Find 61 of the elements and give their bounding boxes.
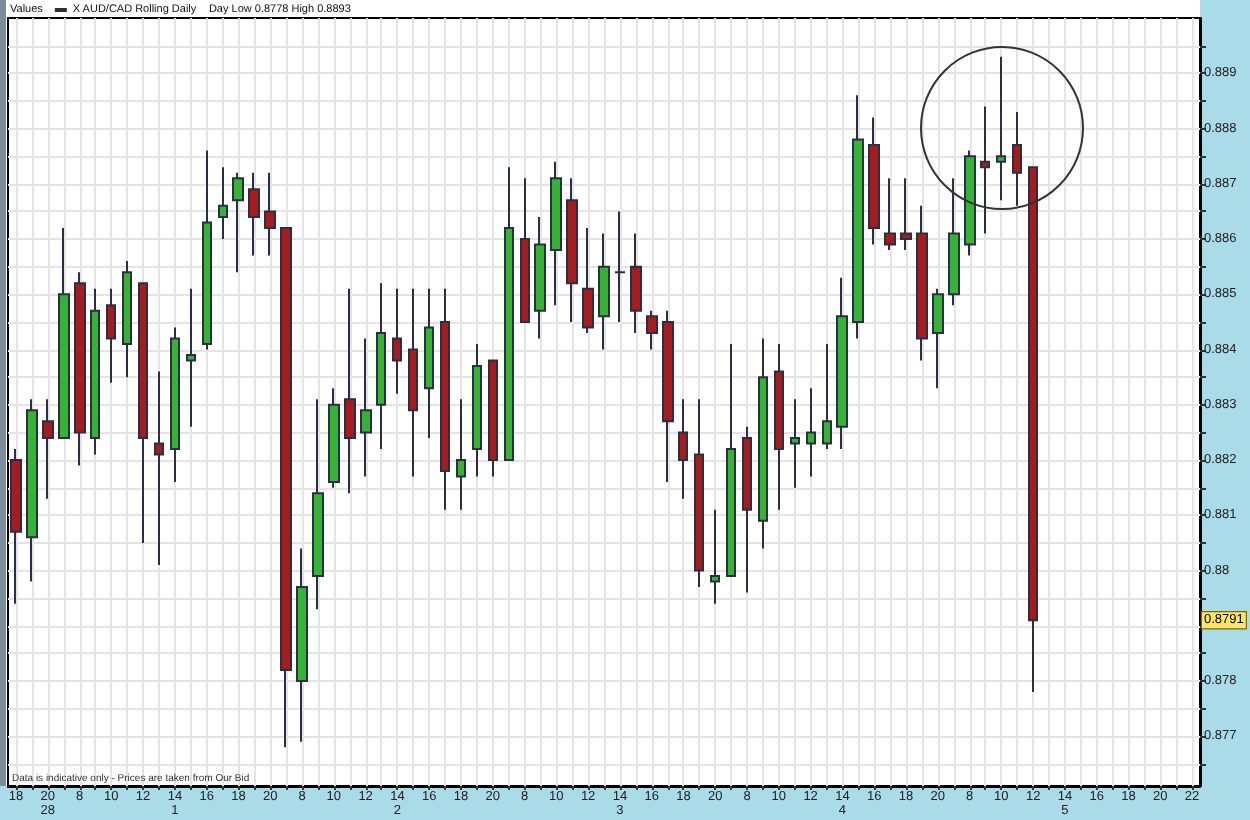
candlestick [822,342,832,450]
candlestick [202,149,212,351]
candlestick [218,166,228,241]
candlestick [694,398,704,589]
candlestick [408,287,418,478]
candlestick [932,287,944,390]
candlestick [852,94,864,340]
candlestick [964,149,976,257]
candlestick [26,398,38,583]
candlestick [440,287,450,511]
candlestick [678,398,688,500]
candlestick [868,116,880,246]
candlestick [360,337,372,478]
candlestick [630,232,642,334]
candlestick [646,309,658,351]
candlestick [900,177,912,252]
candlestick [376,282,386,450]
candlestick [774,342,784,511]
candlestick [392,287,402,395]
candlestick [550,160,562,307]
candlestick [264,171,276,257]
candlestick [662,309,674,484]
candlestick [758,337,768,550]
candlestick [614,210,626,323]
candlestick [58,226,70,439]
candlestick [312,398,324,611]
candlestick [916,204,928,362]
candlestick [42,398,54,500]
candlestick [170,326,180,484]
candlestick [742,425,752,594]
candlestick [472,342,482,478]
candlestick [90,287,100,456]
candlestick [726,342,736,578]
candlestick [424,287,434,439]
candlestick [1012,110,1022,207]
candlestick [836,276,848,450]
candlestick [154,370,164,566]
candlestick [296,547,308,743]
candlestick [980,105,990,235]
candlestick [232,171,244,274]
candlestick [488,359,498,478]
candlestick [106,287,116,384]
candlestick [534,215,546,340]
candlestick [582,226,594,334]
candlestick [884,177,896,252]
candlestick [122,260,132,379]
candlestick [344,287,356,495]
candlestick [456,398,466,511]
candlestick [996,55,1006,202]
candlestick [598,232,610,351]
candlestick [806,387,816,478]
candlestick [520,177,530,323]
candlestick [186,287,196,428]
candlestick [790,398,800,489]
candlestick [248,171,260,257]
candlestick [10,447,22,605]
candlestick [566,177,578,323]
candlestick [948,177,960,307]
candlestick [328,387,340,489]
candlestick [74,271,86,467]
candlestick [710,508,720,605]
